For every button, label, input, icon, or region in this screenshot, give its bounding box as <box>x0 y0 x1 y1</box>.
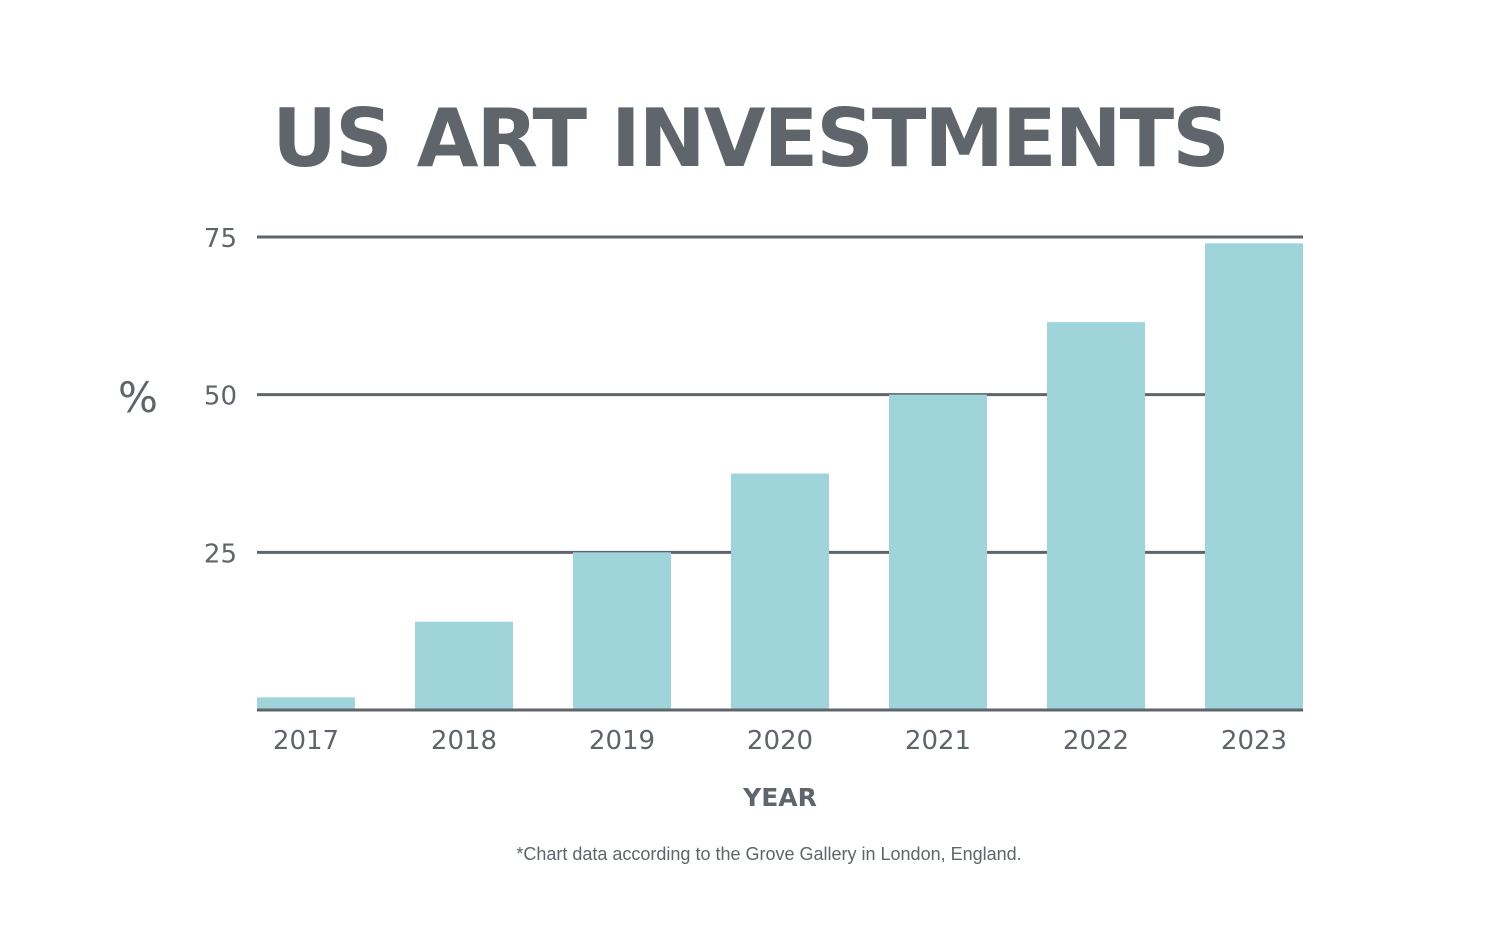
bar-2019 <box>573 552 671 710</box>
bar-2021 <box>889 394 987 710</box>
bar-2020 <box>731 473 829 710</box>
bar-2022 <box>1047 322 1145 710</box>
x-tick-label: 2023 <box>1221 726 1287 756</box>
x-tick-label: 2019 <box>589 726 655 756</box>
x-tick-label: 2021 <box>905 726 971 756</box>
y-tick-label: 25 <box>204 539 237 569</box>
y-tick-label: 75 <box>204 224 237 254</box>
chart-title: US ART INVESTMENTS <box>272 92 1228 185</box>
y-tick-label: 50 <box>204 382 237 412</box>
x-tick-label: 2018 <box>431 726 497 756</box>
bar-2018 <box>415 621 513 710</box>
x-axis-label: YEAR <box>742 783 817 812</box>
x-tick-labels: 2017 2018 2019 2020 2021 2022 2023 <box>273 726 1287 756</box>
y-tick-labels: 25 50 75 <box>204 224 237 569</box>
bars <box>257 243 1303 710</box>
bar-2017 <box>257 697 355 710</box>
bar-2023 <box>1205 243 1303 710</box>
y-axis-label: % <box>118 373 158 422</box>
x-tick-label: 2022 <box>1063 726 1129 756</box>
x-tick-label: 2020 <box>747 726 813 756</box>
footnote: *Chart data according to the Grove Galle… <box>516 844 1021 864</box>
x-tick-label: 2017 <box>273 726 339 756</box>
